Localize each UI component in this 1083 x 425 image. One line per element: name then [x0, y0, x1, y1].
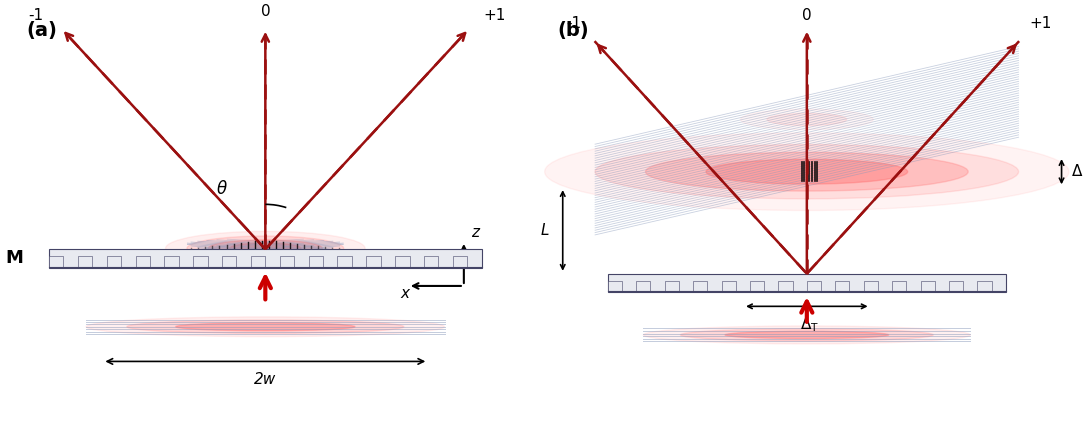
Ellipse shape [187, 236, 343, 261]
Bar [453, 256, 467, 266]
Text: +1: +1 [1029, 16, 1052, 31]
Text: (b): (b) [558, 21, 589, 40]
Ellipse shape [87, 317, 444, 337]
Text: M: M [5, 249, 24, 267]
Bar [251, 256, 265, 266]
Ellipse shape [643, 326, 970, 344]
Ellipse shape [680, 329, 934, 341]
Bar [366, 256, 381, 266]
Bar [338, 256, 352, 266]
Text: 0: 0 [803, 8, 811, 23]
Bar [78, 256, 92, 266]
Bar [49, 249, 482, 268]
Bar [279, 256, 295, 266]
Bar [107, 256, 121, 266]
Bar [395, 256, 409, 266]
Bar [949, 281, 963, 291]
Ellipse shape [230, 243, 301, 254]
Text: z: z [471, 225, 480, 240]
Text: (a): (a) [26, 21, 57, 40]
Ellipse shape [127, 320, 404, 334]
Ellipse shape [767, 113, 847, 126]
Bar [864, 281, 878, 291]
Bar [779, 281, 793, 291]
Text: $\Delta_\mathrm{T}$: $\Delta_\mathrm{T}$ [800, 315, 819, 334]
Bar [222, 256, 236, 266]
Bar [978, 281, 992, 291]
Ellipse shape [741, 109, 873, 130]
Text: 0: 0 [261, 4, 270, 19]
Ellipse shape [208, 240, 323, 257]
Text: +1: +1 [483, 8, 506, 23]
Text: θ: θ [217, 180, 227, 198]
Bar [665, 281, 679, 291]
Bar [309, 256, 323, 266]
Bar [423, 256, 439, 266]
Bar [721, 281, 735, 291]
Bar [693, 281, 707, 291]
Text: -1: -1 [565, 16, 580, 31]
Bar [165, 256, 179, 266]
Text: 2w: 2w [255, 371, 276, 387]
Bar [637, 281, 651, 291]
Bar [135, 256, 149, 266]
Ellipse shape [645, 152, 968, 191]
Bar [193, 256, 208, 266]
Bar [49, 256, 64, 266]
Text: L: L [542, 223, 549, 238]
Bar [608, 281, 622, 291]
Bar [608, 274, 1006, 292]
Bar [921, 281, 935, 291]
Text: $\Delta_\mathrm{L}$: $\Delta_\mathrm{L}$ [1071, 162, 1083, 181]
Ellipse shape [545, 133, 1069, 210]
Bar [892, 281, 906, 291]
Bar [807, 281, 821, 291]
Ellipse shape [706, 159, 908, 184]
Ellipse shape [175, 323, 355, 331]
Bar [835, 281, 849, 291]
Text: x: x [401, 286, 409, 301]
Text: -1: -1 [29, 8, 43, 23]
Ellipse shape [166, 231, 365, 266]
Ellipse shape [595, 144, 1019, 199]
Bar [749, 281, 765, 291]
Ellipse shape [726, 331, 888, 339]
